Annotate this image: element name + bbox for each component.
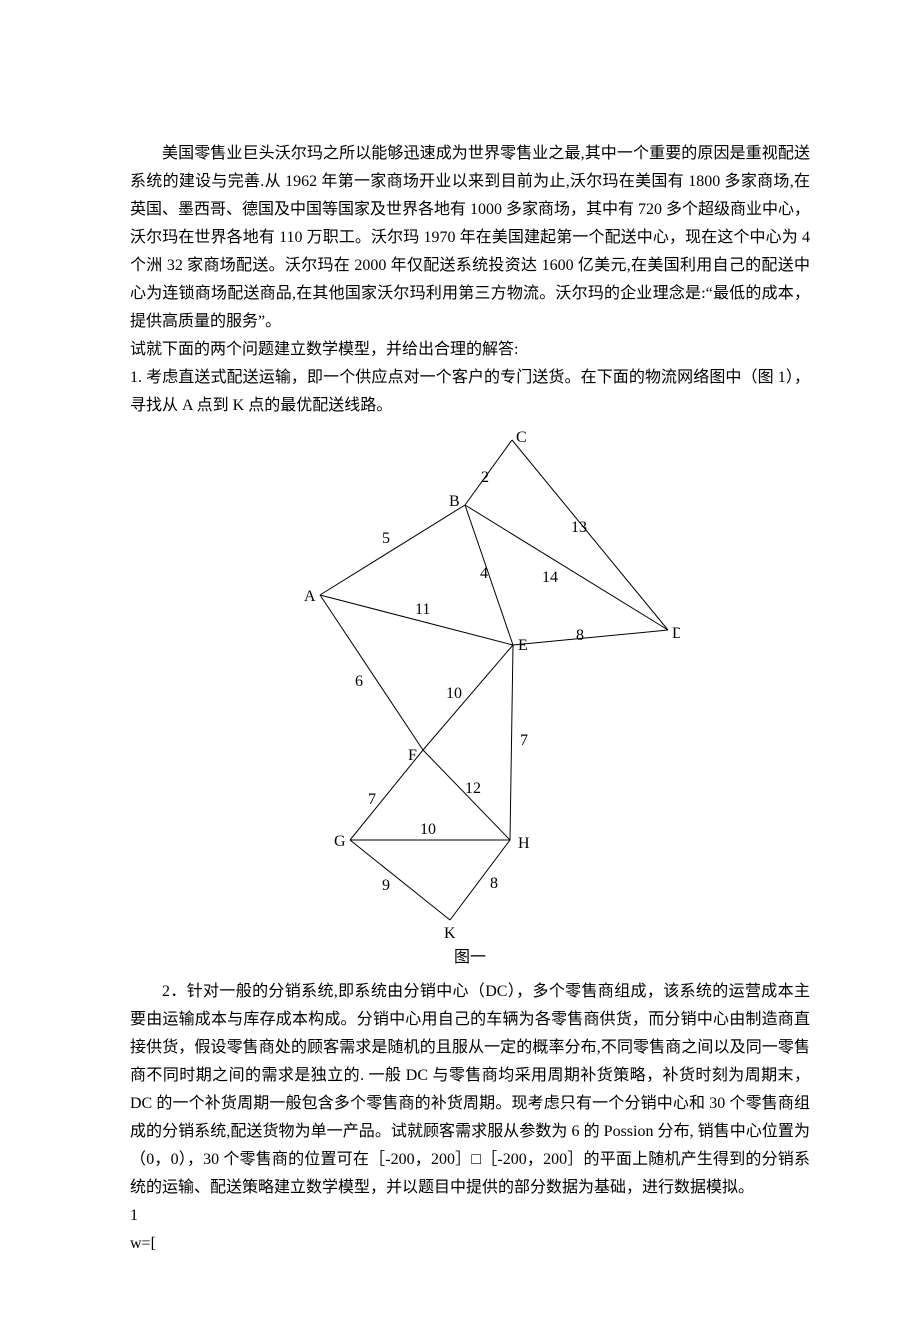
edge-weight-H-K: 8	[490, 875, 498, 892]
code-line-2: w=[	[130, 1230, 810, 1258]
question-2: 2．针对一般的分销系统,即系统由分销中心（DC），多个零售商组成，该系统的运营成…	[130, 978, 810, 1202]
node-label-C: C	[516, 430, 527, 446]
edge-weight-B-D: 14	[542, 569, 558, 586]
edge-weight-E-F: 10	[446, 685, 462, 702]
edge-weight-A-F: 6	[355, 673, 363, 690]
edge-G-K	[350, 840, 450, 920]
node-label-H: H	[518, 835, 530, 852]
edge-E-D	[513, 630, 668, 645]
question-1: 1. 考虑直送式配送运输，即一个供应点对一个客户的专门送货。在下面的物流网络图中…	[130, 364, 810, 420]
edge-weight-F-H: 12	[465, 780, 481, 797]
node-label-A: A	[304, 588, 316, 605]
edge-A-B	[320, 505, 465, 595]
edge-weight-C-D: 13	[571, 519, 587, 536]
node-label-G: G	[334, 833, 346, 850]
intro-paragraph: 美国零售业巨头沃尔玛之所以能够迅速成为世界零售业之最,其中一个重要的原因是重视配…	[130, 140, 810, 336]
node-label-K: K	[444, 925, 456, 940]
node-label-E: E	[518, 637, 528, 654]
prompt-line: 试就下面的两个问题建立数学模型，并给出合理的解答:	[130, 336, 810, 364]
edge-E-F	[423, 645, 513, 750]
node-label-D: D	[672, 625, 680, 642]
edge-weight-A-E: 11	[415, 601, 430, 618]
edge-weight-B-E: 4	[480, 565, 488, 582]
network-diagram: 5 11 6 2 14 4 13 8 10 7 7 12 10 9 8 A B C D E F G H K	[260, 430, 680, 940]
edge-A-F	[320, 595, 423, 750]
edge-H-K	[450, 840, 510, 920]
edge-weight-G-H: 10	[420, 821, 436, 838]
edge-weight-B-C: 2	[481, 469, 489, 486]
edge-weight-A-B: 5	[382, 530, 390, 547]
node-label-F: F	[408, 747, 417, 764]
edge-weight-F-G: 7	[368, 791, 376, 808]
edge-B-D	[465, 505, 668, 630]
edge-B-E	[465, 505, 513, 645]
edge-weight-E-D: 8	[576, 627, 584, 644]
edge-weight-G-K: 9	[382, 877, 390, 894]
code-line-1: 1	[130, 1202, 810, 1230]
figure-caption: 图一	[130, 944, 810, 972]
edge-weight-E-H: 7	[520, 732, 528, 749]
edge-E-H	[510, 645, 513, 840]
node-label-B: B	[449, 493, 460, 510]
edge-C-D	[512, 440, 668, 630]
